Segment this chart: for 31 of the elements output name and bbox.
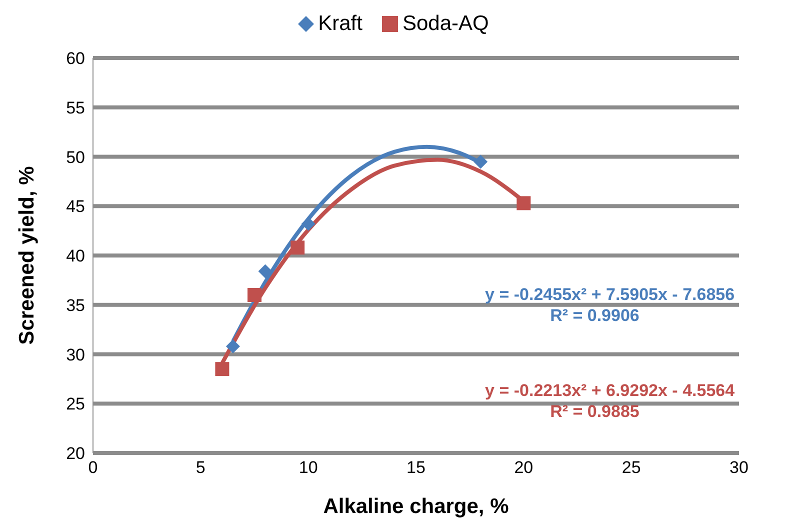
annotation: y = -0.2455x² + 7.5905x - 7.6856 bbox=[485, 285, 735, 305]
y-tick-label: 50 bbox=[66, 148, 85, 167]
y-axis-title: Screened yield, % bbox=[15, 166, 38, 345]
x-tick-label: 25 bbox=[622, 458, 641, 478]
point bbox=[248, 288, 262, 302]
y-tick-label: 40 bbox=[66, 246, 85, 266]
y-tick-label: 20 bbox=[66, 444, 85, 464]
x-tick-label: 15 bbox=[406, 458, 426, 478]
y-tick-label: 35 bbox=[66, 296, 85, 315]
annotation: R² = 0.9906 bbox=[550, 306, 640, 326]
annotation: R² = 0.9885 bbox=[550, 402, 640, 422]
legend-label: Soda-AQ bbox=[401, 12, 489, 36]
x-tick-label: 5 bbox=[196, 458, 206, 478]
point bbox=[290, 240, 305, 255]
point bbox=[226, 339, 240, 354]
y-tick-label: 30 bbox=[66, 345, 85, 364]
point bbox=[258, 264, 272, 278]
x-tick-label: 10 bbox=[298, 458, 318, 478]
y-tick-label: 55 bbox=[66, 98, 85, 118]
y-tick-label: 25 bbox=[66, 394, 85, 414]
x-axis-title: Alkaline charge, % bbox=[323, 495, 510, 518]
point bbox=[516, 196, 531, 210]
x-tick-label: 0 bbox=[88, 458, 98, 478]
x-tick-label: 20 bbox=[514, 458, 534, 478]
point bbox=[215, 362, 230, 376]
y-tick-label: 60 bbox=[66, 49, 85, 68]
legend-label: Kraft bbox=[317, 12, 362, 36]
point bbox=[474, 154, 488, 169]
y-tick-label: 45 bbox=[66, 197, 85, 216]
annotation: y = -0.2213x² + 6.9292x - 4.5564 bbox=[485, 380, 735, 401]
x-tick-label: 30 bbox=[730, 458, 748, 478]
